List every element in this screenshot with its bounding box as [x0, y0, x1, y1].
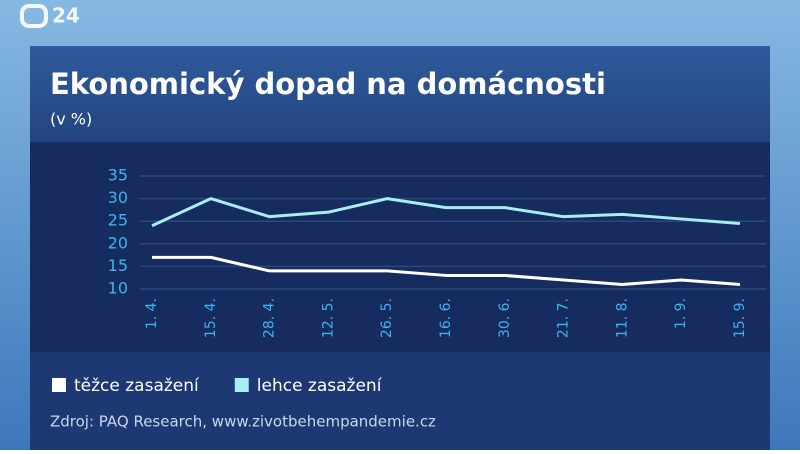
legend: těžce zasažení lehce zasažení [52, 376, 383, 396]
legend-swatch [234, 378, 249, 392]
chart-title: Ekonomický dopad na domácnosti [50, 67, 606, 101]
x-tick-label: 15. 4. [203, 298, 219, 338]
x-tick-label: 16. 6. [438, 298, 454, 338]
x-tick-label: 21. 7. [556, 298, 572, 338]
chart-subtitle: (v %) [50, 110, 92, 129]
series-line [151, 197, 741, 228]
plot-panel [30, 142, 770, 352]
y-tick-label: 15 [108, 256, 128, 275]
title-panel [30, 46, 770, 142]
plot: 10 15 20 25 30 35 1. 4. 15. 4. 28. 4. 12. 5. 26. 5… [108, 166, 766, 338]
y-tick-label: 30 [108, 188, 128, 207]
source: Zdroj: PAQ Research, www.zivotbehempande… [50, 413, 436, 431]
y-tick-label: 10 [108, 279, 128, 298]
logo: 24 [20, 4, 80, 28]
legend-swatch [52, 378, 66, 392]
footer-panel [30, 352, 770, 450]
x-tick-label: 26. 5. [379, 298, 395, 338]
y-tick-label: 20 [108, 233, 128, 252]
series-line [152, 255, 741, 286]
legend-label: lehce zasažení [257, 376, 383, 396]
y-tick-label: 25 [108, 211, 128, 230]
legend-label: těžce zasažení [74, 376, 200, 396]
x-tick-label: 1. 9. [673, 298, 689, 329]
y-tick-label: 35 [108, 166, 128, 185]
channel-number: 24 [52, 4, 80, 28]
x-tick-label: 1. 4. [144, 298, 160, 329]
x-tick-label: 11. 8. [614, 298, 630, 338]
x-tick-label: 12. 5. [320, 298, 336, 338]
x-tick-label: 15. 9. [732, 298, 748, 338]
x-tick-label: 28. 4. [262, 298, 278, 338]
x-tick-label: 30. 6. [497, 298, 513, 338]
